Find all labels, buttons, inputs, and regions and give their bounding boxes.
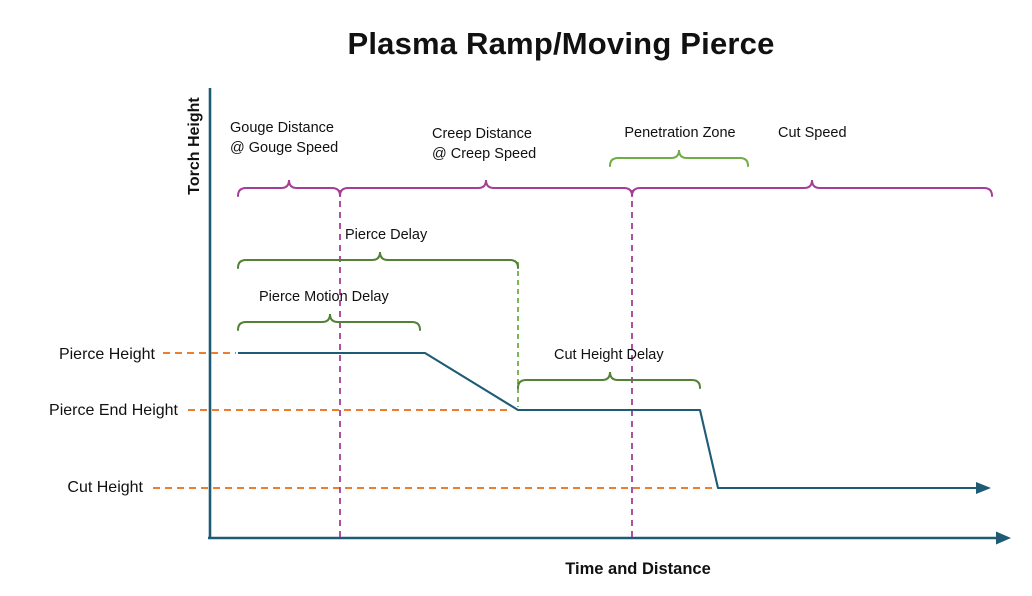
pierce-motion-delay-brace [237,313,421,331]
x-axis-arrow-icon [996,531,1011,545]
cut-height-delay-brace [517,371,701,389]
penetration-zone-brace [609,149,749,167]
pierce-height-label: Pierce Height [58,346,155,363]
gouge-distance-brace [237,179,341,197]
penetration-zone-label: Penetration Zone [624,125,736,141]
torch-curve [238,351,978,490]
pierce-delay-brace [237,251,519,269]
pierce-motion-delay-label: Pierce Motion Delay [259,289,389,305]
cut-speed-label: Cut Speed [778,125,847,141]
cut-speed-brace [631,179,993,197]
creep-distance-label: Creep Distance @ Creep Speed [432,126,537,162]
y-axis-label: Torch Height [186,97,203,195]
x-axis-label: Time and Distance [565,560,711,578]
page-title: Plasma Ramp/Moving Pierce [347,26,775,61]
pierce-end-height-label: Pierce End Height [49,402,178,419]
gouge-distance-label: Gouge Distance @ Gouge Speed [230,120,339,156]
pierce-delay-label: Pierce Delay [345,227,428,243]
creep-distance-brace [339,179,633,197]
cut-height-label: Cut Height [67,479,143,496]
cut-height-delay-label: Cut Height Delay [554,347,664,363]
torch-curve-arrow-icon [976,482,991,494]
